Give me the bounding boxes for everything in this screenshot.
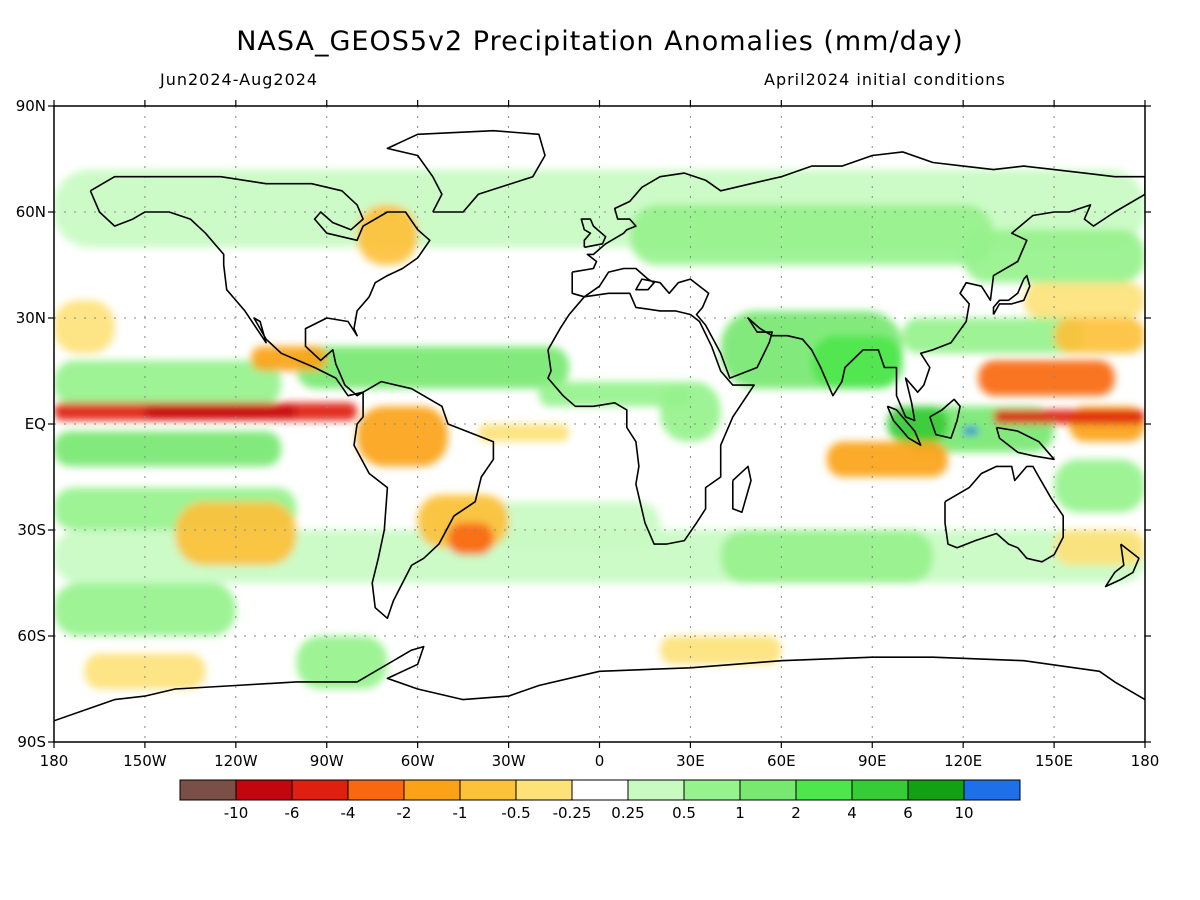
anomaly-region [357,204,418,265]
anomaly-region [175,501,297,566]
lon-label: 150E [1035,752,1073,770]
colorbar-swatch [683,779,741,801]
coastline [1104,543,1140,588]
colorbar-label: -10 [224,804,249,822]
colorbar-label: 0.5 [672,804,696,822]
colorbar-label: 0.25 [611,804,644,822]
anomaly-region [1054,530,1145,566]
colorbar-label: 6 [903,804,913,822]
lat-label: 30N [16,309,46,327]
colorbar: -10 -6 -4 -2 -1 -0.5 -0.25 0.25 0.5 1 2 4 6 10 [179,779,1021,822]
anomaly-region [660,636,782,665]
anomaly-region [54,583,236,636]
colorbar-swatch [907,779,965,801]
initial-conditions: April2024 initial conditions [764,70,1006,89]
coastline [992,274,1031,315]
lon-label: 90E [858,752,887,770]
lat-label: 90N [16,97,46,115]
lon-label: 120E [944,752,982,770]
anomaly-region [478,424,570,442]
coastline [929,398,961,439]
coastlines [54,129,1145,722]
coastline [995,426,1055,461]
colorbar-swatch [627,779,685,801]
lon-label: 60E [767,752,796,770]
colorbar-swatch [179,779,237,801]
colorbar-swatch [235,779,293,801]
anomaly-region [1023,282,1145,318]
lon-label: 180 [40,752,69,770]
colorbar-label: 4 [847,804,857,822]
coastline [386,129,546,213]
anomaly-region [811,335,903,389]
anomaly-region [296,346,570,389]
lat-label: 60S [17,627,46,645]
anomaly-region [144,406,297,417]
anomaly-region [54,431,282,467]
coastline [580,218,607,249]
colorbar-label: 10 [954,804,973,822]
anomaly-region [1054,459,1145,513]
anomaly-region [538,381,691,407]
colorbar-label: -0.5 [501,804,530,822]
colorbar-swatch [795,779,853,801]
colorbar-swatch [403,779,461,801]
lat-label: 60N [16,203,46,221]
anomaly-region [978,360,1115,396]
coastline [731,465,752,514]
lon-label: 30W [492,752,526,770]
colorbar-swatch [515,779,573,801]
anomaly-region [720,530,933,583]
map-title: NASA_GEOS5v2 Precipitation Anomalies (mm… [236,26,964,57]
anomaly-region [84,653,206,689]
coastline [571,151,1145,422]
colorbar-swatch [459,779,517,801]
anomaly-region [826,441,949,477]
coastline [353,380,495,620]
colorbar-swatch [851,779,909,801]
anomaly-region [54,360,282,407]
coastline [944,465,1064,563]
lon-label: 30E [676,752,705,770]
colorbar-swatch [571,779,629,801]
anomaly-field [54,169,1145,689]
colorbar-label: -0.25 [553,804,592,822]
anomaly-region [1054,318,1145,354]
colorbar-label: 1 [735,804,745,822]
lat-label: 30S [17,521,46,539]
anomaly-region [447,522,494,555]
lon-label: 90W [310,752,344,770]
coastline [54,645,1145,722]
anomaly-region [993,409,1145,424]
coastline [886,405,922,447]
coastline [89,175,431,397]
forecast-period: Jun2024-Aug2024 [160,70,319,89]
lon-label: 60W [401,752,435,770]
anomaly-region [357,406,448,467]
colorbar-label: -1 [453,804,468,822]
lon-label: 120W [214,752,258,770]
anomaly-region [629,204,994,265]
colorbar-swatch [347,779,405,801]
lon-label: 180 [1131,752,1160,770]
lon-label: 0 [595,752,605,770]
colorbar-label: -6 [285,804,300,822]
coastline [547,292,755,545]
colorbar-swatch [739,779,797,801]
anomaly-region [54,300,115,354]
gridlines [54,106,1145,742]
colorbar-label: -2 [397,804,412,822]
lat-label: 90S [17,733,46,751]
colorbar-label: 2 [791,804,801,822]
anomaly-region [296,636,388,689]
lat-label: EQ [25,415,46,433]
lon-label: 150W [123,752,167,770]
colorbar-label: -4 [341,804,356,822]
anomaly-region [963,427,979,435]
colorbar-swatch [291,779,349,801]
colorbar-swatch [963,779,1021,801]
